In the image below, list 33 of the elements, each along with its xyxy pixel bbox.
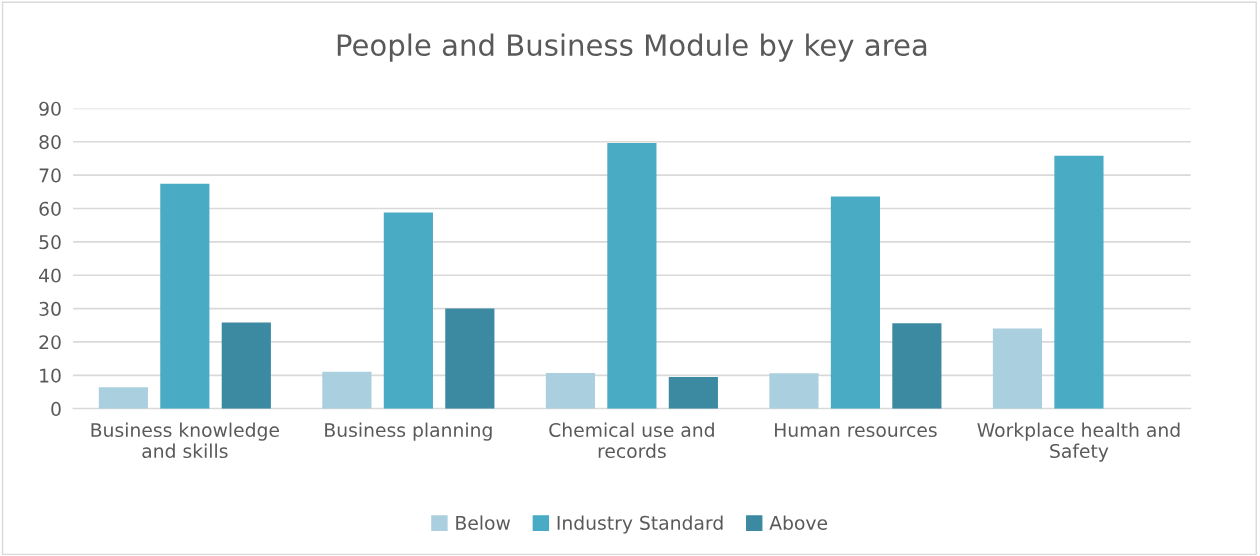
- bar: [383, 212, 433, 409]
- y-tick-label: 50: [39, 235, 61, 250]
- x-tick-label: Business planning: [325, 422, 492, 441]
- bar: [830, 196, 880, 409]
- x-tick-label: Business knowledge and skills: [91, 422, 279, 459]
- y-tick-label: 10: [40, 368, 61, 383]
- x-tick-label: Chemical use and records: [549, 422, 714, 459]
- bar: [607, 143, 657, 409]
- bar: [160, 183, 210, 409]
- bar: [221, 322, 271, 409]
- legend-label: Industry Standard: [557, 515, 723, 534]
- bar: [769, 373, 819, 409]
- bar: [98, 387, 148, 409]
- bar: [992, 328, 1043, 409]
- x-tick-label: Human resources: [775, 423, 937, 438]
- bar: [668, 376, 718, 409]
- bar: [445, 308, 495, 409]
- x-tick-label: Workplace health and Safety: [977, 422, 1180, 462]
- y-tick-label: 80: [39, 134, 61, 150]
- bar: [545, 372, 596, 409]
- y-tick-label: 0: [51, 401, 61, 417]
- bar: [322, 371, 372, 409]
- y-tick-label: 60: [39, 201, 61, 216]
- y-tick-label: 40: [39, 268, 61, 283]
- bar: [892, 323, 942, 409]
- y-tick-label: 20: [39, 335, 61, 350]
- chart-title: People and Business Module by key area: [337, 33, 927, 62]
- legend-label: Above: [769, 515, 828, 530]
- y-tick-label: 70: [39, 168, 61, 183]
- legend-label: Below: [456, 515, 511, 530]
- y-tick-label: 30: [39, 301, 61, 316]
- bar: [1054, 155, 1104, 409]
- y-tick-label: 90: [39, 101, 61, 116]
